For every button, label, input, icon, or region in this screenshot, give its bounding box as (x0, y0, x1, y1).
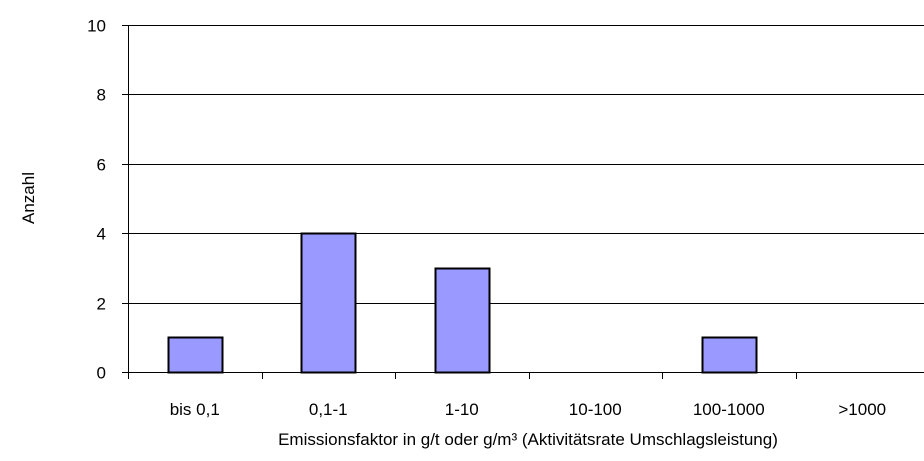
y-tick-label: 2 (97, 295, 106, 314)
y-tick-label: 0 (97, 364, 106, 383)
y-tick-label: 8 (97, 86, 106, 105)
gridlines (128, 25, 924, 304)
bar-2 (300, 232, 357, 374)
axes (122, 25, 924, 379)
y-tick-label: 4 (97, 225, 106, 244)
x-tick-label: 0,1-1 (309, 400, 348, 419)
y-tick-label: 10 (87, 17, 106, 36)
y-tick-label: 6 (97, 156, 106, 175)
x-tick-label: 1-10 (445, 400, 479, 419)
x-tick-label: bis 0,1 (170, 400, 220, 419)
x-tick-label: 10-100 (569, 400, 622, 419)
bar-5 (701, 336, 758, 374)
x-tick-label: >1000 (838, 400, 886, 419)
x-tick-label: 100-1000 (693, 400, 765, 419)
bars (167, 232, 758, 374)
labels: 0 2 4 6 8 10 bis 0,1 0,1-1 1-10 10-100 100-1000 >10… (87, 17, 886, 420)
x-axis-title: Emissionsfaktor in g/t oder g/m³ (Aktivi… (278, 430, 778, 449)
y-axis-title: Anzahl (19, 172, 38, 224)
bar-1 (167, 336, 224, 374)
bar-3 (434, 267, 491, 374)
